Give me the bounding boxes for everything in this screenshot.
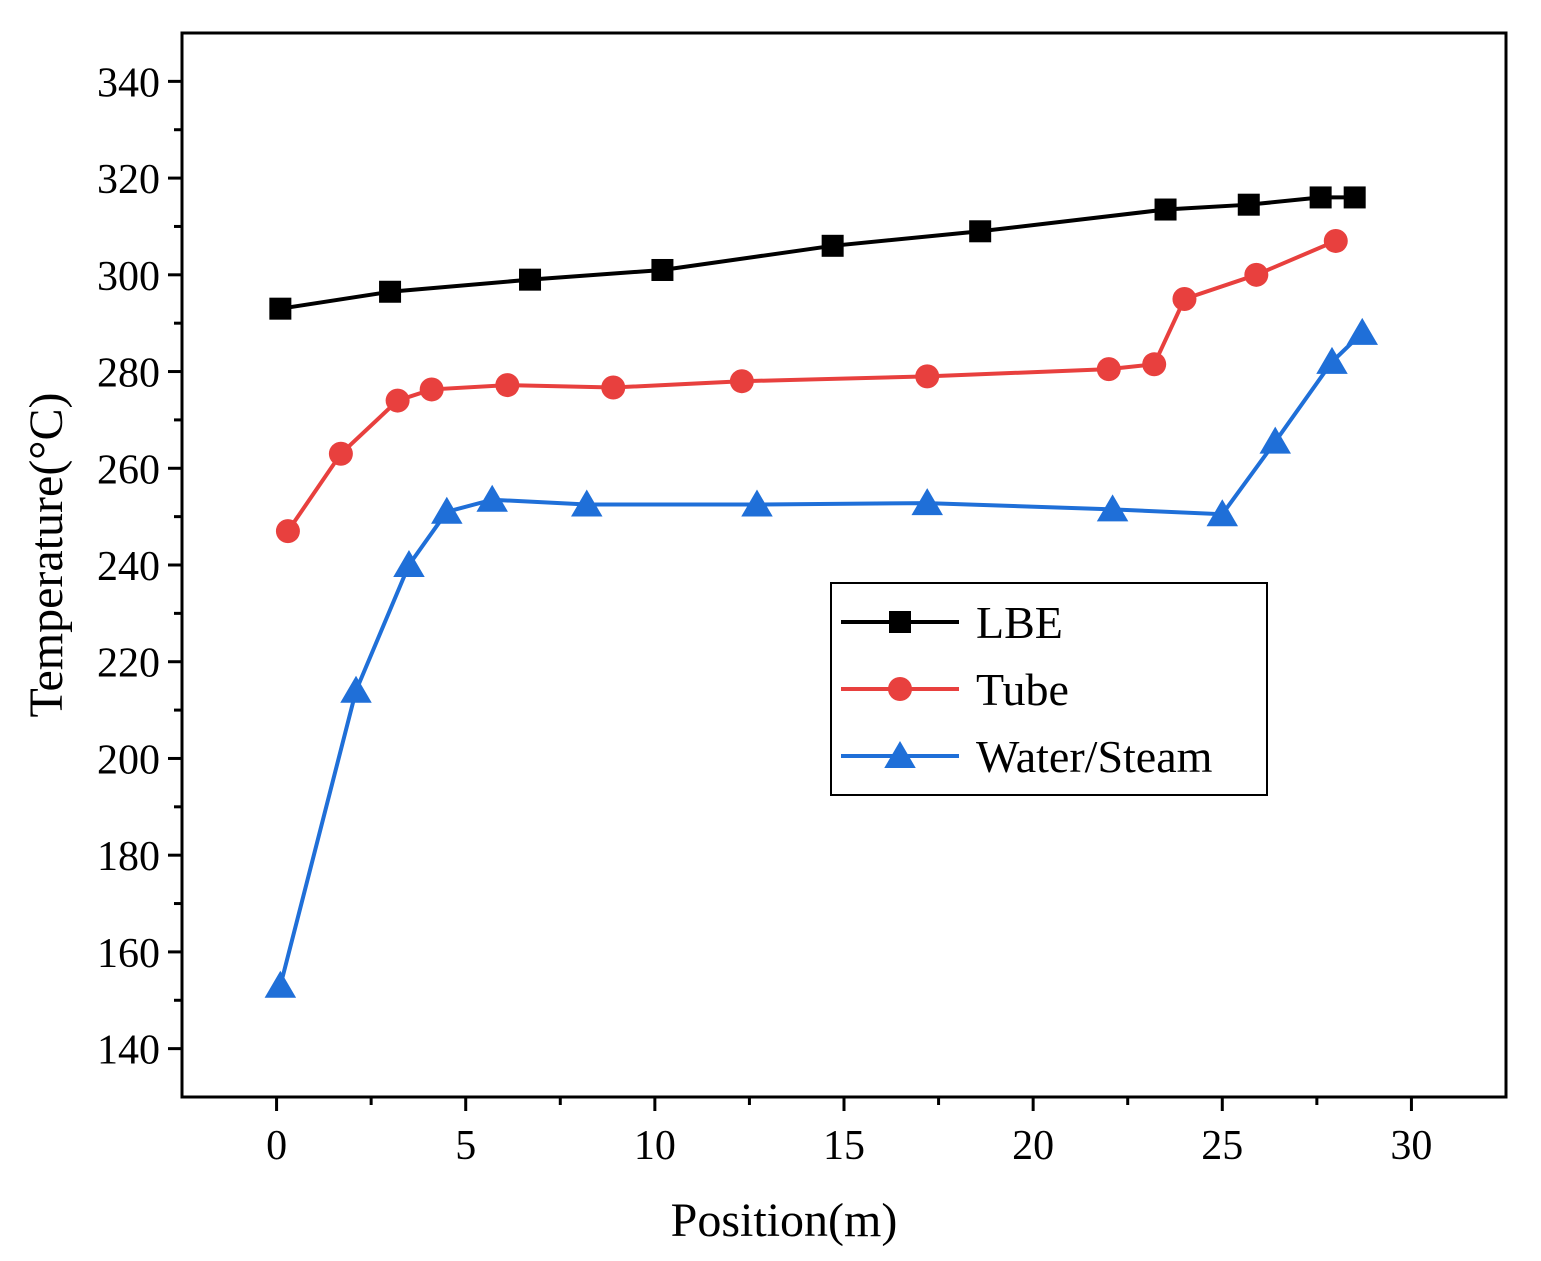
y-tick-label: 200 — [97, 737, 160, 783]
point-tube — [1096, 357, 1121, 382]
x-tick-label: 5 — [455, 1123, 476, 1169]
point-tube — [1244, 262, 1269, 287]
point-tube — [729, 369, 754, 394]
point-water-steam — [476, 484, 508, 512]
point-lbe — [651, 258, 674, 281]
y-tick-label: 300 — [97, 254, 160, 300]
point-lbe — [821, 234, 844, 257]
x-axis-title: Position(m) — [671, 1194, 898, 1247]
y-tick-label: 140 — [97, 1028, 160, 1074]
series-layer — [264, 186, 1379, 998]
series-line-tube — [286, 239, 1337, 533]
x-tick-label: 20 — [1012, 1123, 1054, 1169]
y-tick-label: 180 — [97, 834, 160, 880]
point-water-steam — [911, 488, 943, 516]
series-lbe — [269, 186, 1366, 320]
axes-frame — [180, 31, 1508, 1099]
point-lbe — [969, 220, 992, 243]
series-water-steam — [264, 317, 1379, 998]
point-tube — [275, 519, 300, 544]
legend-label-water-steam: Water/Steam — [976, 731, 1213, 782]
y-axis-title: Temperature(°C) — [20, 392, 73, 717]
point-tube — [385, 388, 410, 413]
x-tick-label: 10 — [634, 1123, 676, 1169]
legend: LBE Tube Water/Steam — [830, 582, 1268, 796]
point-water-steam — [1259, 426, 1291, 454]
point-water-steam — [1316, 346, 1348, 374]
point-water-steam — [393, 550, 425, 577]
plot-frame — [180, 31, 1508, 1099]
point-tube — [915, 364, 940, 389]
point-tube — [1323, 228, 1348, 253]
series-line-lbe — [280, 195, 1355, 311]
x-tick-label: 25 — [1201, 1123, 1243, 1169]
axis-ticks: 0 5 10 15 20 25 30 140 160 180 200 220 240 260 280 300 3… — [97, 60, 1432, 1169]
y-tick-label: 340 — [97, 60, 160, 106]
legend-label-lbe: LBE — [976, 597, 1063, 648]
point-tube — [495, 373, 520, 398]
point-lbe — [519, 268, 542, 291]
point-water-steam — [431, 496, 463, 524]
x-tick-label: 30 — [1390, 1123, 1432, 1169]
legend-marker-water-steam — [884, 741, 916, 768]
point-water-steam — [1096, 494, 1129, 522]
x-tick-label: 0 — [266, 1123, 287, 1169]
point-tube — [419, 377, 444, 402]
point-lbe — [269, 297, 292, 320]
point-water-steam — [1346, 317, 1379, 345]
point-water-steam — [340, 675, 372, 703]
y-tick-label: 220 — [97, 641, 160, 687]
point-water-steam — [1206, 499, 1239, 527]
point-lbe — [1237, 193, 1260, 216]
series-tube — [275, 228, 1348, 544]
x-tick-label: 15 — [823, 1123, 865, 1169]
point-water-steam — [741, 489, 773, 517]
y-tick-label: 160 — [97, 931, 160, 977]
point-water-steam — [264, 970, 297, 998]
legend-marker-tube — [888, 677, 912, 701]
point-water-steam — [571, 489, 603, 517]
point-tube — [328, 441, 353, 466]
legend-label-tube: Tube — [976, 664, 1069, 715]
y-tick-label: 280 — [97, 351, 160, 397]
point-tube — [1142, 352, 1167, 377]
point-lbe — [379, 280, 402, 303]
legend-marker-lbe — [889, 611, 911, 633]
point-lbe — [1154, 198, 1177, 221]
point-tube — [601, 375, 626, 400]
y-tick-label: 260 — [97, 447, 160, 493]
point-lbe — [1343, 186, 1366, 209]
point-tube — [1172, 287, 1197, 311]
point-lbe — [1309, 186, 1332, 209]
y-tick-label: 240 — [97, 544, 160, 590]
y-tick-label: 320 — [97, 157, 160, 203]
